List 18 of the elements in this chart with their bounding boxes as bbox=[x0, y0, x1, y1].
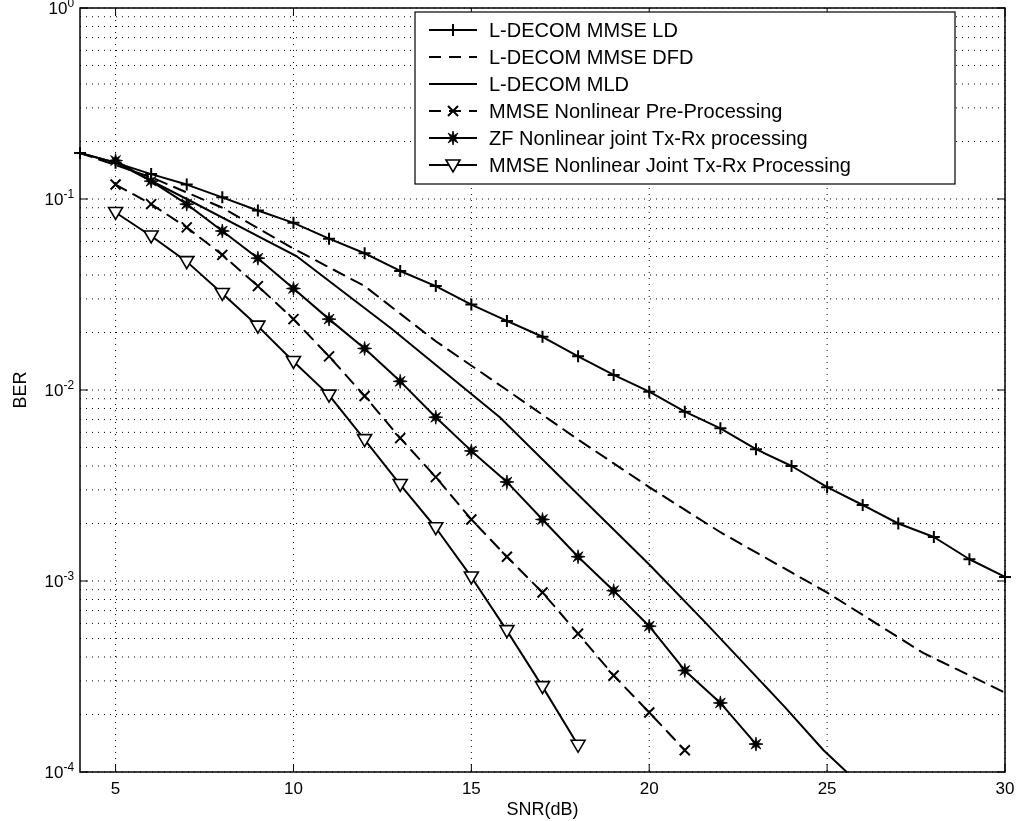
legend-label: MMSE Nonlinear Joint Tx-Rx Processing bbox=[489, 154, 851, 176]
y-tick-label: 10$^{-1}$ bbox=[44, 187, 75, 209]
x-tick-label: 10 bbox=[284, 779, 303, 798]
legend-label: MMSE Nonlinear Pre-Processing bbox=[489, 100, 783, 122]
x-tick-label: 25 bbox=[817, 779, 837, 798]
legend-label: L-DECOM MLD bbox=[489, 73, 630, 95]
y-tick-label: 10$^{-2}$ bbox=[44, 378, 75, 400]
x-tick-label: 15 bbox=[461, 779, 481, 798]
y-axis-title: BER bbox=[10, 371, 30, 409]
x-tick-label: 30 bbox=[995, 779, 1015, 798]
legend-label: L-DECOM MMSE LD bbox=[489, 19, 678, 41]
x-tick-label: 20 bbox=[639, 779, 659, 798]
x-axis-title: SNR(dB) bbox=[506, 799, 579, 819]
x-tick-label: 5 bbox=[110, 779, 121, 798]
y-tick-label: 10$^{-4}$ bbox=[44, 760, 75, 782]
legend-label: ZF Nonlinear joint Tx-Rx processing bbox=[489, 127, 808, 149]
legend-label: L-DECOM MMSE DFD bbox=[489, 46, 694, 68]
y-tick-label: 10$^{-3}$ bbox=[44, 569, 75, 591]
